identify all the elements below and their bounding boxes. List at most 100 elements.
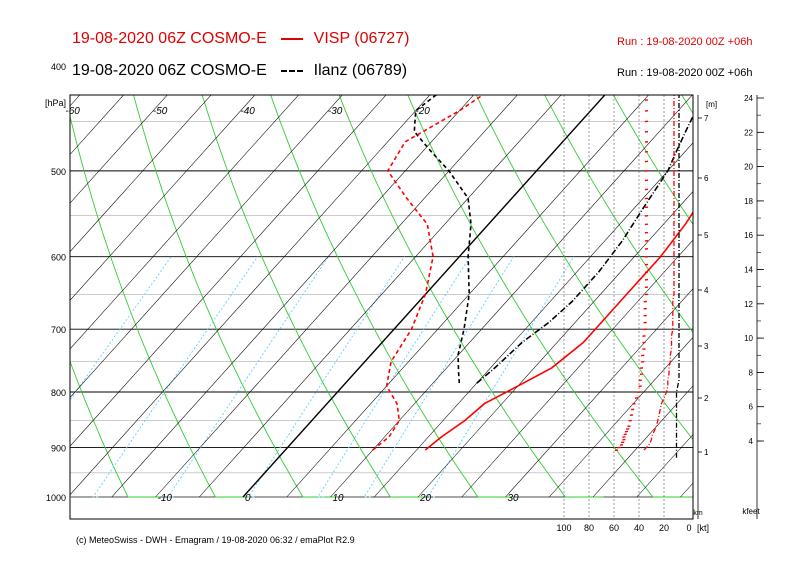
dry-adiabat-line bbox=[70, 114, 249, 498]
isotherm-line bbox=[461, 239, 693, 498]
isotherm-label: -50 bbox=[153, 106, 168, 117]
pressure-axis-label: [hPa] bbox=[45, 98, 66, 108]
mixing-ratio-line bbox=[247, 256, 405, 498]
title-visp: 19-08-2020 06Z COSMO-E VISP (06727) bbox=[72, 30, 409, 48]
kfeet-tick-label: 22 bbox=[744, 128, 753, 137]
isotherm-line bbox=[505, 288, 693, 498]
isotherm-line bbox=[70, 95, 81, 107]
isotherm-line bbox=[70, 95, 431, 496]
isotherm-line bbox=[286, 95, 649, 498]
height-tick-label: 1 bbox=[704, 448, 709, 457]
dry-adiabat-line bbox=[338, 95, 604, 498]
visp-wind-speed-line bbox=[643, 95, 675, 451]
height-tick-label: 4 bbox=[704, 286, 709, 295]
pressure-tick-label: 500 bbox=[51, 167, 66, 177]
kfeet-tick-label: 12 bbox=[744, 300, 753, 309]
mixing-ratio-line bbox=[92, 256, 258, 498]
mixing-ratio-line bbox=[70, 256, 172, 401]
wind-speed-tick-label: 20 bbox=[659, 523, 669, 533]
legend-ilanz-label: Ilanz (06789) bbox=[313, 62, 408, 79]
mixing-ratio-line bbox=[363, 256, 515, 498]
isotherm-line bbox=[417, 191, 693, 498]
ilanz-wind-speed-line bbox=[675, 95, 680, 458]
height-axis-label: [m] bbox=[706, 100, 717, 109]
isotherm-line bbox=[70, 95, 343, 398]
km-axis-label: km bbox=[693, 510, 703, 517]
dry-adiabat-line bbox=[133, 95, 338, 498]
isotherm-line bbox=[592, 385, 693, 498]
dry-adiabat-line bbox=[201, 95, 427, 498]
isotherm-line bbox=[70, 95, 168, 204]
dry-adiabat-line bbox=[544, 95, 693, 334]
wind-speed-tick-label: 60 bbox=[609, 523, 619, 533]
visp-dewpoint-line bbox=[372, 95, 485, 451]
isotherm-label: 20 bbox=[419, 493, 432, 504]
isotherm-line bbox=[636, 434, 693, 498]
height-tick-label: 5 bbox=[704, 231, 709, 240]
legend-visp-label: VISP (06727) bbox=[313, 30, 410, 47]
isotherm-line bbox=[70, 95, 387, 447]
kfeet-tick-label: 18 bbox=[744, 197, 753, 206]
pressure-tick-label: 800 bbox=[51, 388, 66, 398]
run-info-visp: Run : 19-08-2020 00Z +06h bbox=[617, 36, 753, 48]
pressure-tick-label: 900 bbox=[51, 443, 66, 453]
visp-temperature-line bbox=[424, 210, 693, 451]
isotherm-line bbox=[70, 95, 299, 350]
dry-adiabat-line bbox=[270, 95, 515, 498]
kfeet-axis-label: kfeet bbox=[742, 507, 760, 516]
dry-adiabat-line bbox=[407, 95, 693, 498]
isotherm-line bbox=[70, 95, 212, 253]
dry-adiabat-line bbox=[70, 496, 72, 498]
isotherm-label: 10 bbox=[333, 493, 345, 504]
kfeet-tick-label: 24 bbox=[744, 94, 753, 103]
kfeet-tick-label: 8 bbox=[749, 368, 754, 377]
run-info-ilanz: Run : 19-08-2020 00Z +06h bbox=[617, 67, 753, 79]
pressure-tick-label: 400 bbox=[51, 62, 66, 72]
title-visp-date: 19-08-2020 06Z COSMO-E bbox=[72, 30, 267, 47]
isotherm-label: 0 bbox=[245, 493, 251, 504]
isotherm-line bbox=[768, 42, 800, 497]
isotherm-line bbox=[70, 95, 256, 301]
dry-adiabat-line bbox=[70, 360, 160, 498]
legend-ilanz-line-icon bbox=[281, 69, 304, 72]
mixing-ratio-line bbox=[167, 256, 329, 498]
legend-visp-line-icon bbox=[281, 37, 304, 40]
height-tick-label: 2 bbox=[704, 394, 709, 403]
pressure-tick-label: 600 bbox=[51, 253, 66, 263]
pressure-tick-label: 700 bbox=[51, 325, 66, 335]
isotherm-line bbox=[330, 95, 693, 498]
isotherm-label: 30 bbox=[508, 493, 520, 504]
isotherm-label: -40 bbox=[240, 106, 255, 117]
zero-isotherm-line bbox=[242, 95, 606, 498]
wind-speed-tick-label: 40 bbox=[634, 523, 644, 533]
kfeet-tick-label: 6 bbox=[749, 403, 754, 412]
isotherm-line bbox=[680, 482, 693, 498]
plot-frame bbox=[69, 94, 694, 520]
dry-adiabat-line bbox=[612, 95, 693, 225]
isotherm-line bbox=[199, 95, 562, 498]
ilanz-temperature-line bbox=[476, 114, 693, 384]
wind-speed-tick-label: 100 bbox=[556, 523, 571, 533]
isotherm-line bbox=[70, 95, 124, 155]
isotherm-label: -10 bbox=[158, 493, 173, 504]
isotherm-line bbox=[111, 95, 474, 498]
kfeet-tick-label: 10 bbox=[744, 334, 753, 343]
height-tick-label: 7 bbox=[704, 114, 709, 123]
isotherm-label: -20 bbox=[415, 106, 430, 117]
dry-adiabat-line bbox=[681, 95, 693, 115]
title-ilanz-date: 19-08-2020 06Z COSMO-E bbox=[72, 62, 267, 79]
isotherm-line bbox=[374, 142, 693, 498]
isotherm-label: -60 bbox=[65, 106, 80, 117]
dry-adiabat-line bbox=[784, 42, 800, 497]
wind-speed-tick-label: 0 bbox=[686, 523, 691, 533]
height-tick-label: 3 bbox=[704, 342, 709, 351]
kfeet-tick-label: 14 bbox=[744, 266, 753, 275]
pressure-tick-label: 1000 bbox=[46, 493, 66, 503]
isotherm-line bbox=[155, 95, 518, 498]
title-ilanz: 19-08-2020 06Z COSMO-E Ilanz (06789) bbox=[72, 62, 407, 80]
mixing-ratio-line bbox=[427, 256, 575, 498]
mixing-ratio-line bbox=[316, 256, 471, 498]
footer-copyright: (c) MeteoSwiss - DWH - Emagram / 19-08-2… bbox=[76, 535, 355, 545]
height-tick-label: 6 bbox=[704, 174, 709, 183]
isotherm-line bbox=[0, 42, 40, 497]
